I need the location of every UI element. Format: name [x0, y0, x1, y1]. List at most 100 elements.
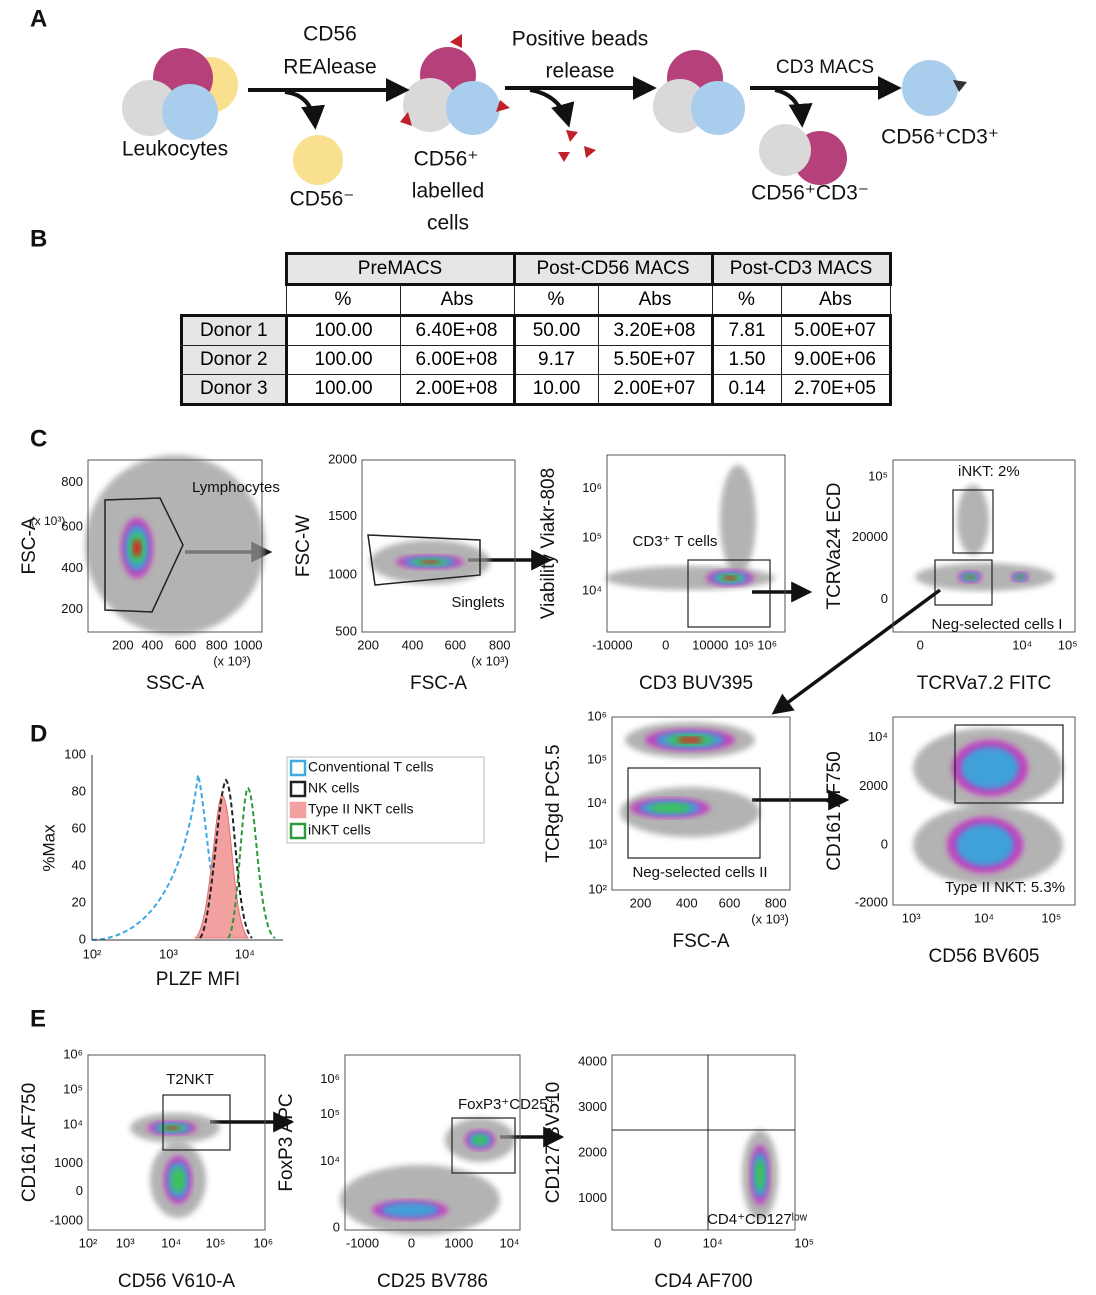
table-cell: 5.00E+07	[780, 314, 892, 346]
group-header: Post-CD3 MACS	[710, 252, 892, 286]
y-tick-label: 0	[881, 836, 888, 851]
plot-frame	[344, 1054, 521, 1231]
y-tick-label: 3000	[578, 1099, 607, 1114]
plot-frame	[892, 459, 1076, 633]
y-tick-label: 1000	[328, 567, 357, 582]
density-contour	[1017, 575, 1023, 579]
density-contour	[956, 823, 1014, 867]
step-label: CD56	[303, 23, 357, 46]
step-label: CD3 MACS	[776, 57, 874, 78]
row-header: Donor 1	[180, 314, 287, 346]
y-axis-label: TCRVa24 ECD	[824, 482, 845, 609]
table-cell: 100.00	[284, 314, 401, 346]
sub-header: %	[285, 284, 401, 316]
table-cell: 6.40E+08	[399, 314, 515, 346]
y-axis-label: Viability Viakr-808	[538, 468, 559, 619]
event-cloud	[720, 465, 756, 575]
table-cell: 6.00E+08	[399, 345, 515, 375]
table-cell: 2.00E+08	[399, 374, 515, 406]
table-cell: 2.70E+05	[780, 374, 892, 406]
legend-label: iNKT cells	[308, 822, 371, 838]
y-tick-label: 10⁶	[63, 1046, 83, 1061]
y-axis-label: FSC-W	[293, 515, 314, 577]
x-tick-label: 10⁴	[1012, 637, 1032, 652]
x-tick-label: 0	[654, 1235, 661, 1250]
y-axis-label: CD161 AF750	[824, 751, 845, 870]
flow-plot: 200 400 600 800 500 1000 1500 2000 FSC-A FSC-W (x …	[293, 451, 516, 694]
density-contour	[132, 539, 142, 557]
x-tick-label: 800	[765, 895, 787, 910]
schematic: Leukocytes CD56 REAlease CD56⁻ CD56⁺ lab…	[122, 23, 999, 235]
x-tick-label: 10⁴	[235, 946, 255, 961]
table-cell: 9.17	[512, 345, 599, 375]
step-label: Positive beads	[512, 28, 649, 51]
axis-multiplier: (x 10³)	[31, 514, 66, 528]
x-tick-label: 200	[112, 637, 134, 652]
x-tick-label: 10⁴	[161, 1235, 181, 1250]
y-tick-label: 0	[76, 1183, 83, 1198]
y-tick-label: 10⁵	[582, 530, 602, 545]
y-tick-label: -2000	[855, 895, 888, 910]
y-tick-label: 60	[72, 820, 86, 835]
x-axis-label: CD56 V610-A	[118, 1271, 236, 1292]
legend-swatch	[289, 780, 307, 798]
sub-header: %	[711, 284, 782, 316]
density-contour	[165, 1126, 179, 1130]
x-tick-label: 10³	[159, 946, 178, 961]
density-contour	[381, 1202, 439, 1218]
x-tick-label: 10⁵	[1041, 910, 1061, 925]
x-axis-label: CD56 BV605	[929, 946, 1040, 967]
y-tick-label: 400	[61, 560, 83, 575]
gate	[451, 1117, 516, 1174]
gate-label: Lymphocytes	[192, 479, 280, 496]
flow-plot: 200 400 600 800 10² 10³ 10⁴ 10⁵ 10⁶ FSC-A TCRgd PC…	[543, 708, 791, 952]
legend-swatch	[289, 822, 307, 840]
y-axis-label: CD161 AF750	[19, 1083, 40, 1202]
table-cell: 7.81	[710, 314, 782, 346]
cell-label: CD56⁺	[414, 148, 479, 171]
step-label: REAlease	[283, 56, 376, 79]
y-tick-label: 10³	[588, 836, 607, 851]
axis-multiplier: (x 10³)	[213, 653, 251, 668]
y-tick-label: 10²	[588, 881, 607, 896]
x-tick-label: 400	[402, 637, 424, 652]
density-contour	[961, 746, 1019, 790]
event-cloud	[340, 1165, 500, 1235]
flow-plot: 0 10⁴ 10⁵ 1000 2000 3000 4000 CD4 AF700 CD127 BV…	[543, 1053, 814, 1292]
y-tick-label: 1000	[578, 1190, 607, 1205]
table-row: Donor 3 100.00 2.00E+08 10.00 2.00E+07 0.14 2.…	[180, 374, 892, 406]
flow-plot: 0 10⁴ 10⁵ 0 20000 10⁵ TCRVa7.2 FITC TCRVa24 ECD…	[824, 459, 1078, 694]
x-tick-label: 10⁶	[253, 1235, 273, 1250]
x-axis-label: FSC-A	[410, 673, 467, 694]
y-tick-label: 2000	[859, 778, 888, 793]
event-cloud	[85, 455, 265, 635]
plot-frame	[87, 459, 263, 633]
table-cell: 10.00	[512, 374, 599, 406]
flow-plot: 10² 10³ 10⁴ 10⁵ 10⁶ -1000 0 1000 10⁴ 10⁵ 10⁶ CD56 V…	[19, 1046, 273, 1292]
x-tick-label: 800	[206, 637, 228, 652]
group-header: PreMACS	[284, 252, 516, 286]
x-tick-label: 200	[630, 895, 652, 910]
x-tick-label: 10⁵	[1058, 637, 1078, 652]
gate-label: Singlets	[451, 594, 504, 611]
y-tick-label: 10⁵	[868, 469, 888, 484]
cell-label: cells	[427, 212, 469, 235]
cell-label: labelled	[412, 180, 484, 203]
x-tick-label: 10²	[79, 1235, 98, 1250]
y-tick-label: 10⁴	[320, 1153, 340, 1168]
flow-plot: -1000 0 1000 10⁴ 0 10⁴ 10⁵ 10⁶ CD25 BV786 FoxP3 A…	[276, 1054, 556, 1292]
panel-label: E	[30, 1005, 46, 1032]
panel-labels: A B C D E	[30, 5, 47, 1032]
results-table: PreMACS Post-CD56 MACS Post-CD3 MACS % Ab…	[180, 252, 892, 406]
y-axis-label: CD127 BV510	[543, 1082, 564, 1203]
group-header: Post-CD56 MACS	[512, 252, 714, 286]
x-tick-label: 800	[489, 637, 511, 652]
plot-frame	[611, 716, 791, 891]
x-tick-label: 400	[142, 637, 164, 652]
x-axis-label: CD4 AF700	[654, 1271, 752, 1292]
x-axis-label: TCRVa7.2 FITC	[917, 673, 1051, 694]
gate-label: CD4⁺CD127ˡᵒʷ	[707, 1211, 808, 1228]
x-tick-label: 10³	[902, 910, 921, 925]
y-tick-label: 20000	[852, 529, 888, 544]
